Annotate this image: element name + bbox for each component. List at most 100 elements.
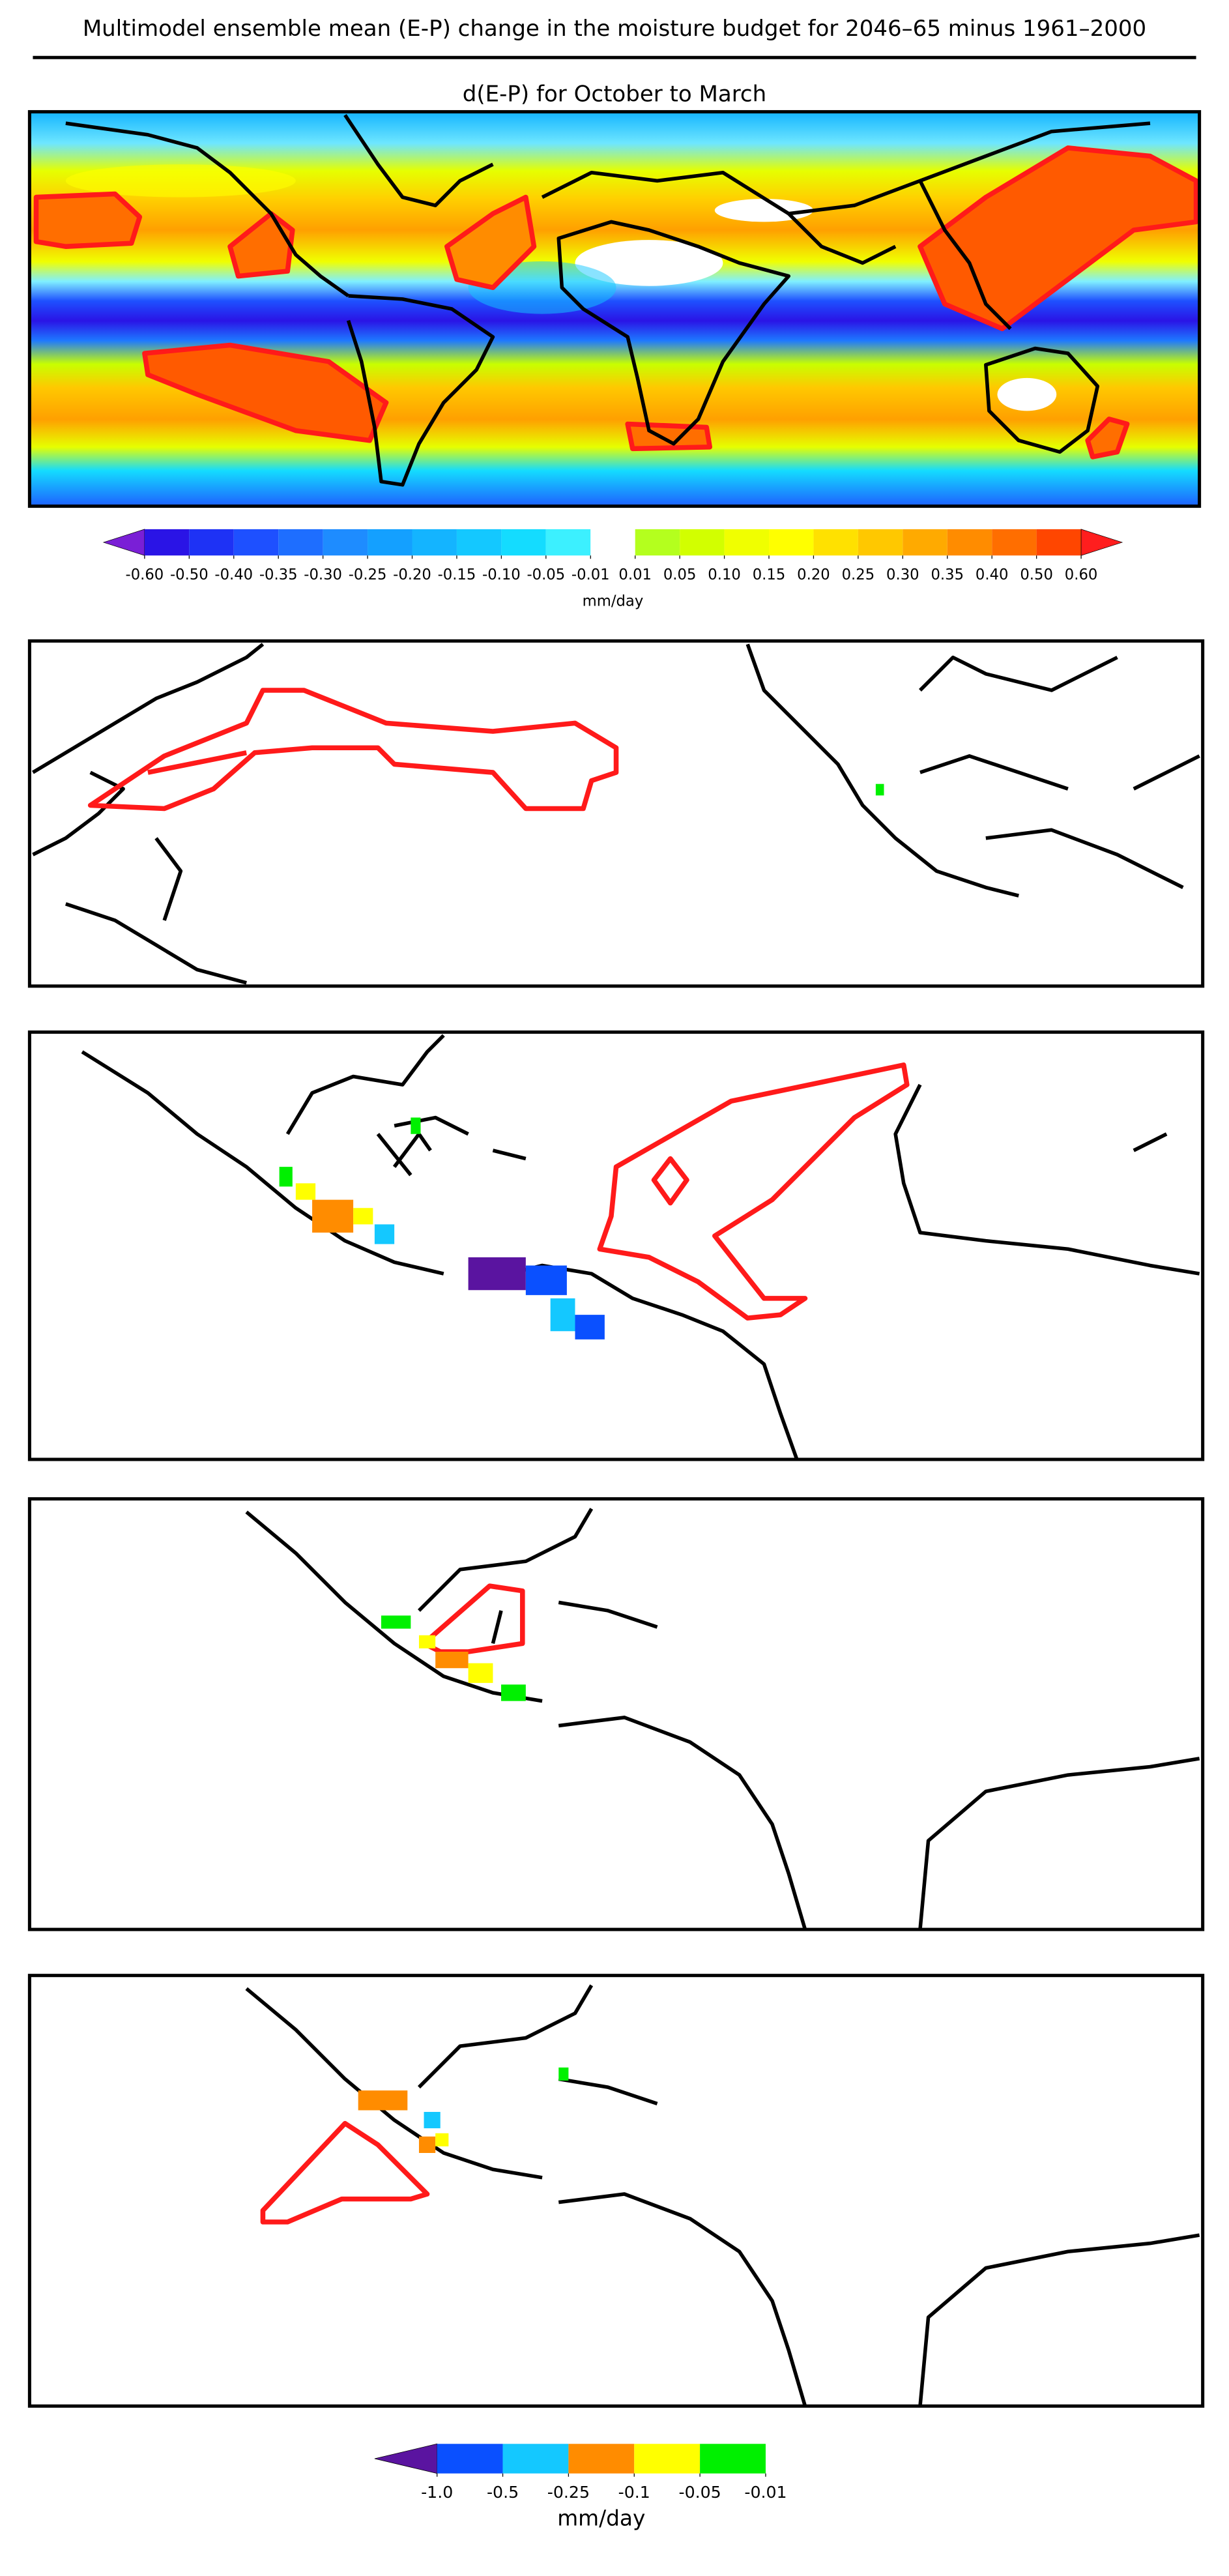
colorbar-segment [412,529,457,556]
significance-outline [918,145,1199,332]
significance-outline [597,1062,910,1321]
significance-outline [33,191,143,249]
grid-cell [295,1183,373,1225]
colorbar-label: -0.15 [438,566,476,583]
colorbar-segment [590,529,635,556]
panel-frame [27,1497,1205,1931]
colorbar-label: -0.01 [744,2483,787,2502]
grid-cell [875,783,884,796]
colorbar-segment [947,529,992,556]
colorbar-label: 0.35 [931,566,964,583]
colorbar-label: -0.35 [259,566,298,583]
map-panel [27,1030,1205,1461]
colorbar-segment [992,529,1037,556]
panel-bg [29,1975,1203,2407]
significance-outline [625,421,713,452]
colorbar-label: 0.20 [797,566,830,583]
grid-cell [558,2067,569,2081]
grid-cell [418,1635,493,1683]
map-panel [27,1974,1205,2408]
colorbar-segment [501,529,546,556]
coastline [65,113,494,298]
colorbar-segment [680,529,725,556]
coastline [32,643,265,985]
colorbar-label: -0.05 [527,566,565,583]
colorbar-segment [456,529,502,556]
colorbar-segment [502,2444,569,2474]
colorbar-label: -0.60 [126,566,164,583]
panel-frame [27,639,1205,988]
colorbar-segment [189,529,234,556]
colorbar-units: mm/day [583,593,644,609]
field-patch [65,164,296,198]
coastline [346,294,495,487]
colorbar-segment [724,529,770,556]
map-panel [27,1497,1205,1931]
colorbar-label: 0.50 [1020,566,1053,583]
coastline [394,1083,1200,1276]
coastline [745,643,1200,898]
grid-cell [435,2133,449,2146]
panel-bg [29,1499,1203,1930]
colorbar-label: -0.05 [679,2483,721,2502]
colorbar-segment [700,2444,766,2474]
grid-cell [358,2090,436,2153]
colorbar-label: 0.05 [663,566,697,583]
colorbar-segment [323,529,368,556]
colorbar-segment [903,529,947,556]
colorbar-label: 0.30 [886,566,919,583]
colorbar-segment [1036,529,1082,556]
colorbar-segment [858,529,903,556]
colorbar-label: 0.01 [618,566,652,583]
colorbar-label: -0.5 [487,2483,519,2502]
coastline [918,2233,1200,2407]
colorbar-label: 0.25 [842,566,875,583]
colorbars: -0.60 -0.50 -0.40 -0.35 -0.30 -0.25 -0.20 -0.15… [102,529,1123,2530]
grid-cell [435,1651,469,1669]
significance-outline [227,211,295,279]
colorbar-label: -0.20 [393,566,431,583]
colorbar-segment [813,529,858,556]
colorbar-label: 0.10 [708,566,741,583]
white-patch [714,199,814,222]
map-panel [27,639,1205,988]
significance-outline [260,2120,430,2225]
significance-outline [444,194,537,291]
grid-cell [312,1199,354,1233]
colorbar-label: 0.60 [1065,566,1098,583]
colorbar-segment [437,2444,503,2474]
colorbar-label: -1.0 [421,2483,453,2502]
coastline [541,121,1151,330]
global-map [27,110,1202,508]
colorbar-segment [368,529,412,556]
colorbar-segment [635,529,680,556]
coastline [245,1984,807,2407]
colorbar-label: -0.50 [170,566,209,583]
panel-bg [29,641,1203,986]
colorbar-arrow [1080,529,1123,556]
colorbar-segment [278,529,323,556]
significance-outline [142,342,389,443]
colorbar-label: -0.25 [349,566,387,583]
panel-frame [27,1974,1205,2408]
significance-outline [87,688,619,812]
colorbar-label: -0.1 [618,2483,650,2502]
colorbar-units: mm/day [557,2506,645,2530]
coastline [245,1508,807,1930]
grid-cell [424,2111,441,2129]
colorbar-label: 0.40 [976,566,1009,583]
title: Multimodel ensemble mean (E-P) change in… [83,16,1146,42]
colorbar-segment [144,529,190,556]
colorbar-label: -0.25 [547,2483,590,2502]
colorbar-segment [568,2444,635,2474]
colorbar-arrow [102,529,145,556]
colorbar-label: -0.30 [304,566,342,583]
colorbar-segment [634,2444,701,2474]
panel-frame [27,1030,1205,1461]
grid-cell [374,1224,575,1332]
grid-cell [525,1265,605,1339]
colorbar-label: -0.10 [482,566,521,583]
colorbar-label: 0.15 [753,566,786,583]
subtitle: d(E-P) for October to March [463,81,766,108]
